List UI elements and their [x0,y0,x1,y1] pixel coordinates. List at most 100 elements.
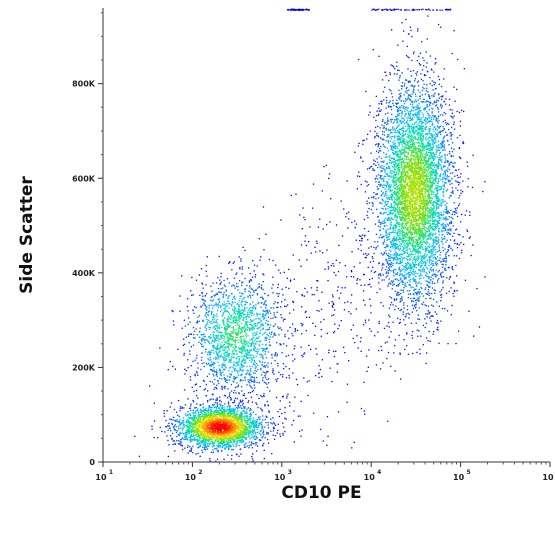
event-dot [214,439,217,442]
event-dot [213,406,216,409]
event-dot [234,441,236,443]
event-dot [372,169,374,171]
event-dot [208,424,210,426]
event-dot [399,321,401,324]
event-dot [185,415,187,417]
event-dot [232,412,234,415]
event-dot [414,300,417,302]
event-dot [250,343,252,345]
event-dot [242,314,245,316]
event-dot [226,341,228,343]
event-dot [238,439,240,442]
event-dot [233,295,236,297]
event-dot [171,432,174,434]
event-dot [173,425,175,427]
event-dot [256,333,258,336]
event-dot [386,260,388,262]
event-dot [215,334,218,337]
event-dot [197,374,199,376]
event-dot [239,440,241,442]
event-dot [201,440,203,442]
event-dot [181,421,183,424]
event-dot [261,364,263,366]
event-dot [270,422,272,424]
event-dot [192,439,194,441]
event-dot [184,404,187,406]
event-dot [250,415,252,417]
event-dot [230,345,232,348]
event-dot [400,246,402,248]
event-dot [425,201,428,203]
event-dot [242,327,244,329]
event-dot [207,421,210,424]
event-dot [187,359,189,361]
event-dot [248,445,250,447]
event-dot [179,295,181,297]
event-dot [438,127,440,129]
event-dot [195,439,197,441]
event-dot [265,422,267,424]
event-dot [239,431,241,434]
event-dot [263,442,265,445]
event-dot [212,415,215,417]
event-dot [397,317,399,319]
event-dot [196,334,198,336]
event-dot [221,326,223,329]
event-dot [191,418,193,420]
event-dot [271,357,273,359]
event-dot [260,369,262,371]
event-dot [266,311,269,313]
event-dot [247,327,249,329]
event-dot [238,358,240,360]
event-dot [275,352,277,354]
event-dot [215,282,218,284]
event-dot [268,258,270,261]
event-dot [199,330,201,333]
event-dot [232,402,234,404]
event-dot [216,420,218,423]
event-dot [431,212,433,214]
event-dot [234,429,237,431]
event-dot [210,349,213,351]
event-dot [240,421,242,423]
event-dot [276,311,278,313]
event-dot [236,437,238,439]
event-dot [431,282,433,285]
event-dot [216,318,218,321]
event-dot [206,321,208,323]
event-dot [253,340,256,342]
event-dot [196,354,198,357]
event-dot [208,362,210,365]
event-dot [184,432,186,434]
event-dot [250,349,252,351]
event-dot [209,423,211,425]
event-dot [255,289,257,291]
event-dot [169,427,171,429]
event-dot [254,325,256,327]
event-dot [242,428,244,430]
event-dot [197,428,199,430]
event-dot [403,148,405,150]
event-dot [431,148,434,150]
event-dot [241,309,243,311]
event-dot [201,422,203,424]
event-dot [220,306,222,308]
event-dot [218,382,220,385]
event-dot [163,410,165,412]
event-dot [243,430,245,432]
event-dot [419,174,421,176]
event-dot [245,344,247,346]
event-dot [169,406,171,408]
event-dot [213,416,215,418]
event-dot [205,325,207,327]
event-dot [260,407,262,409]
event-dot [216,404,219,406]
event-dot [218,409,221,412]
event-dot [241,422,243,424]
event-dot [267,335,269,337]
event-dot [232,422,235,424]
event-dot [262,444,264,446]
event-dot [233,261,235,263]
event-dot [243,416,245,418]
event-dot [440,272,442,274]
